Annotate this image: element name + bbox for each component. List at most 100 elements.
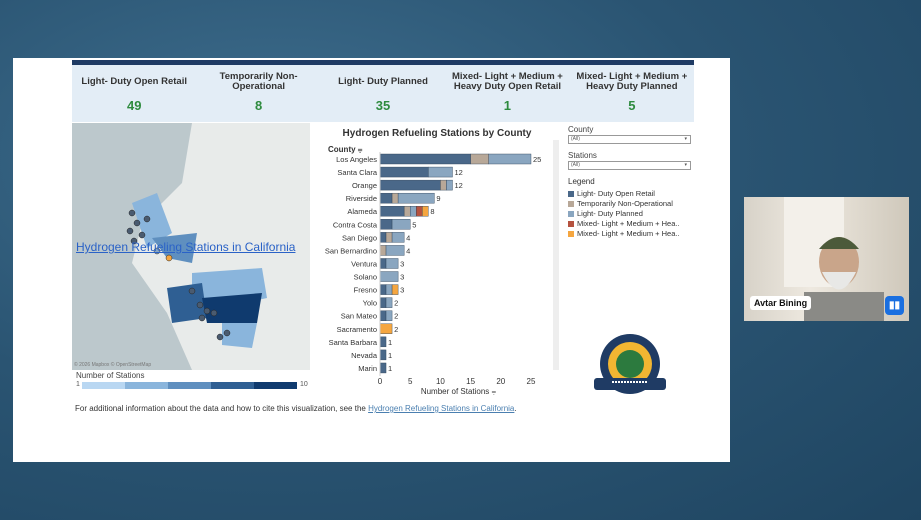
- bar-total-label: 12: [454, 168, 462, 177]
- bar-segment: [379, 284, 387, 295]
- legend-item[interactable]: Light- Duty Planned: [568, 209, 643, 218]
- footer-end: .: [514, 404, 517, 413]
- bar-segment: [379, 219, 393, 230]
- bar-segment: [391, 219, 411, 230]
- bar-segment: [385, 232, 393, 243]
- category-label: Nevada: [351, 351, 378, 360]
- ramp-step: [125, 382, 168, 389]
- x-tick-label: 15: [466, 377, 475, 386]
- x-tick-label: 5: [408, 377, 413, 386]
- bar-segment: [440, 179, 447, 191]
- ramp-step: [168, 382, 211, 389]
- participant-video: [784, 197, 884, 321]
- legend-item[interactable]: Light- Duty Open Retail: [568, 189, 655, 198]
- category-label: Ventura: [351, 259, 378, 268]
- bar-segment: [379, 153, 471, 165]
- county-filter-select[interactable]: (All) ▾: [568, 135, 691, 144]
- category-label: Fresno: [354, 286, 377, 295]
- bar-segment: [397, 192, 435, 204]
- legend-item[interactable]: Temporarily Non-Operational: [568, 199, 673, 208]
- chart-scrollbar[interactable]: [553, 140, 559, 370]
- category-label: Orange: [352, 181, 377, 190]
- county-filter-value: (All): [571, 136, 580, 142]
- kpi-title: Mixed- Light + Medium + Heavy Duty Plann…: [576, 70, 688, 92]
- footer-text: For additional information about the dat…: [75, 404, 369, 413]
- bar-total-label: 1: [388, 338, 392, 347]
- chart-title: Hydrogen Refueling Stations by County: [342, 128, 532, 139]
- category-label: Sacramento: [337, 325, 377, 334]
- kpi-value: 8: [254, 98, 263, 113]
- bar-segment: [428, 166, 453, 178]
- bar-total-label: 5: [412, 220, 416, 229]
- kpi-value: 5: [628, 98, 636, 113]
- x-tick-label: 20: [496, 377, 505, 386]
- bar-segment: [403, 206, 411, 217]
- bar-segment: [391, 192, 399, 204]
- map-credit: © 2026 Mapbox © OpenStreetMap: [74, 362, 152, 368]
- category-label: San Bernardino: [325, 246, 377, 255]
- kpi-title: Light- Duty Planned: [338, 75, 428, 87]
- bar-segment: [379, 232, 387, 243]
- energy-commission-logo: [594, 334, 666, 394]
- ramp-step: [254, 382, 297, 389]
- audio-indicator-icon[interactable]: ▮▮: [885, 296, 904, 315]
- bar-segment: [379, 362, 387, 374]
- bar-total-label: 4: [406, 233, 410, 242]
- bar-segment: [379, 166, 429, 178]
- bar-segment: [379, 297, 387, 308]
- legend-swatch: [568, 220, 574, 227]
- county-filter-label: County: [568, 125, 594, 134]
- bar-segment: [391, 284, 399, 295]
- participant-name: Avtar Bining: [750, 296, 812, 310]
- bar-total-label: 3: [400, 286, 404, 295]
- category-label: San Mateo: [341, 312, 377, 321]
- stations-filter-value: (All): [571, 162, 580, 168]
- x-tick-label: 0: [378, 377, 383, 386]
- ramp-step: [211, 382, 254, 389]
- kpi-mixed-open: Mixed- Light + Medium + Heavy Duty Open …: [445, 65, 569, 122]
- bar-total-label: 12: [454, 181, 462, 190]
- legend-item[interactable]: Mixed- Light + Medium + Hea..: [568, 219, 680, 228]
- y-axis-title: County ⩦: [328, 145, 363, 154]
- bar-segment: [385, 297, 393, 308]
- legend-label: Mixed- Light + Medium + Hea..: [577, 229, 680, 238]
- california-map[interactable]: [72, 123, 310, 370]
- legend-swatch: [568, 210, 574, 217]
- hydrogen-stations-link-overlay[interactable]: Hydrogen Refueling Stations in Californi…: [76, 240, 296, 254]
- kpi-temp-nonop: Temporarily Non-Operational 8: [196, 65, 320, 122]
- bar-total-label: 2: [394, 312, 398, 321]
- scale-min: 1: [76, 381, 80, 388]
- bar-segment: [446, 179, 453, 191]
- x-tick-label: 10: [436, 377, 445, 386]
- kpi-title: Temporarily Non-Operational: [219, 70, 298, 92]
- kpi-value: 35: [375, 98, 391, 113]
- legend-item[interactable]: Mixed- Light + Medium + Hea..: [568, 229, 680, 238]
- bar-segment: [391, 232, 405, 243]
- chevron-down-icon: ▾: [684, 136, 687, 142]
- kpi-title: Mixed- Light + Medium + Heavy Duty Open …: [452, 70, 563, 92]
- footer-link[interactable]: Hydrogen Refueling Stations in Californi…: [368, 404, 515, 413]
- kpi-mixed-planned: Mixed- Light + Medium + Heavy Duty Plann…: [570, 65, 694, 122]
- category-label: Santa Barbara: [329, 338, 378, 347]
- bar-segment: [379, 245, 387, 256]
- bar-total-label: 1: [388, 351, 392, 360]
- category-label: Santa Clara: [337, 168, 377, 177]
- x-axis-title: Number of Stations ⩦: [421, 387, 497, 396]
- kpi-light-duty-planned: Light- Duty Planned 35: [321, 65, 445, 122]
- bar-segment: [422, 206, 429, 217]
- category-label: Solano: [354, 273, 377, 282]
- bar-segment: [385, 245, 405, 256]
- bar-segment: [416, 206, 423, 217]
- ramp-step: [82, 382, 125, 389]
- bar-segment: [379, 206, 405, 217]
- stations-filter-select[interactable]: (All) ▾: [568, 161, 691, 170]
- x-tick-label: 25: [527, 377, 536, 386]
- bar-segment: [379, 179, 441, 191]
- bar-segment: [385, 310, 393, 321]
- webcam-tile: [744, 197, 909, 321]
- category-label: Yolo: [363, 299, 377, 308]
- color-scale-label: Number of Stations: [76, 371, 145, 380]
- kpi-light-duty-open: Light- Duty Open Retail 49: [72, 65, 196, 122]
- category-label: Contra Costa: [333, 220, 378, 229]
